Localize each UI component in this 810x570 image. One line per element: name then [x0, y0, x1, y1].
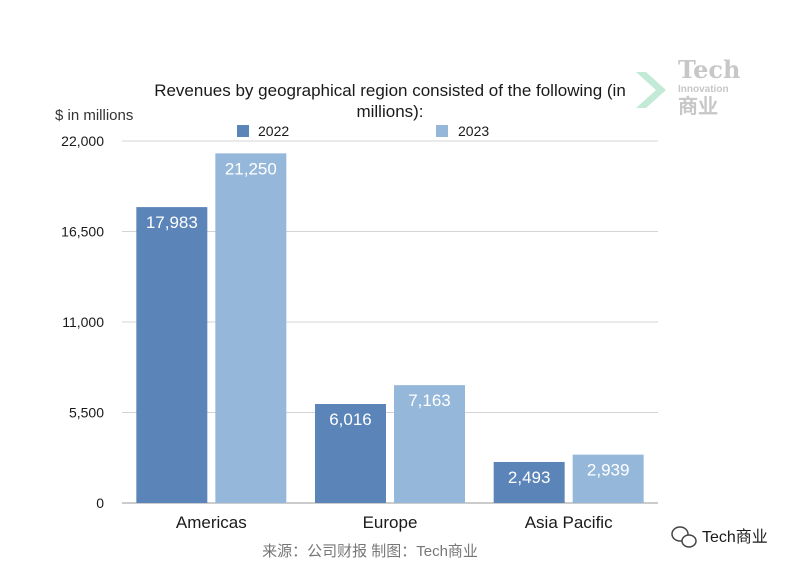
data-label: 6,016 [329, 410, 372, 429]
x-category-label: Asia Pacific [525, 513, 613, 532]
wechat-icon [671, 526, 697, 548]
chart-title-line-2: millions): [356, 102, 423, 121]
legend-swatch-2023 [436, 125, 448, 137]
y-tick-label: 5,500 [69, 405, 104, 421]
watermark-tech-text: Tech [678, 55, 740, 84]
chart-title-line-1: Revenues by geographical region consiste… [154, 81, 626, 100]
y-axis-ticks: 0 5,500 11,000 16,500 22,000 [61, 133, 104, 511]
x-category-label: Europe [363, 513, 418, 532]
data-label: 7,163 [408, 391, 451, 410]
wechat-badge: Tech商业 [671, 526, 768, 548]
y-tick-label: 16,500 [61, 224, 104, 240]
y-tick-label: 11,000 [62, 314, 104, 330]
watermark-cn-text: 商业 [678, 94, 718, 118]
wechat-label: Tech商业 [702, 528, 768, 546]
source-note: 来源：公司财报 制图：Tech商业 [262, 543, 478, 560]
legend-label-2023: 2023 [458, 123, 489, 139]
gridlines [122, 140, 658, 504]
bar-2022-europe [315, 404, 386, 503]
data-label: 2,493 [508, 468, 551, 487]
y-tick-label: 22,000 [61, 133, 104, 149]
bar-2023-americas [215, 153, 287, 503]
legend: 2022 2023 [237, 123, 489, 139]
category-labels: Americas Europe Asia Pacific [176, 513, 613, 532]
watermark: Tech Innovation 商业 [636, 55, 740, 118]
bar-2023-asia-pacific [572, 454, 644, 503]
watermark-innovation-text: Innovation [678, 84, 729, 95]
y-axis-label: $ in millions [55, 107, 133, 124]
legend-label-2022: 2022 [258, 123, 289, 139]
data-label: 17,983 [146, 213, 198, 232]
bars: 17,983 21,250 6,016 7,163 2,493 2,939 [136, 153, 644, 504]
y-tick-label: 0 [96, 495, 104, 511]
bar-2022-asia-pacific [493, 461, 565, 503]
watermark-arrow-icon [636, 72, 666, 108]
x-category-label: Americas [176, 513, 247, 532]
data-label: 2,939 [587, 461, 630, 480]
legend-swatch-2022 [237, 125, 249, 137]
bar-2023-europe [394, 385, 465, 503]
bar-2022-americas [136, 207, 208, 504]
data-label: 21,250 [225, 159, 277, 178]
